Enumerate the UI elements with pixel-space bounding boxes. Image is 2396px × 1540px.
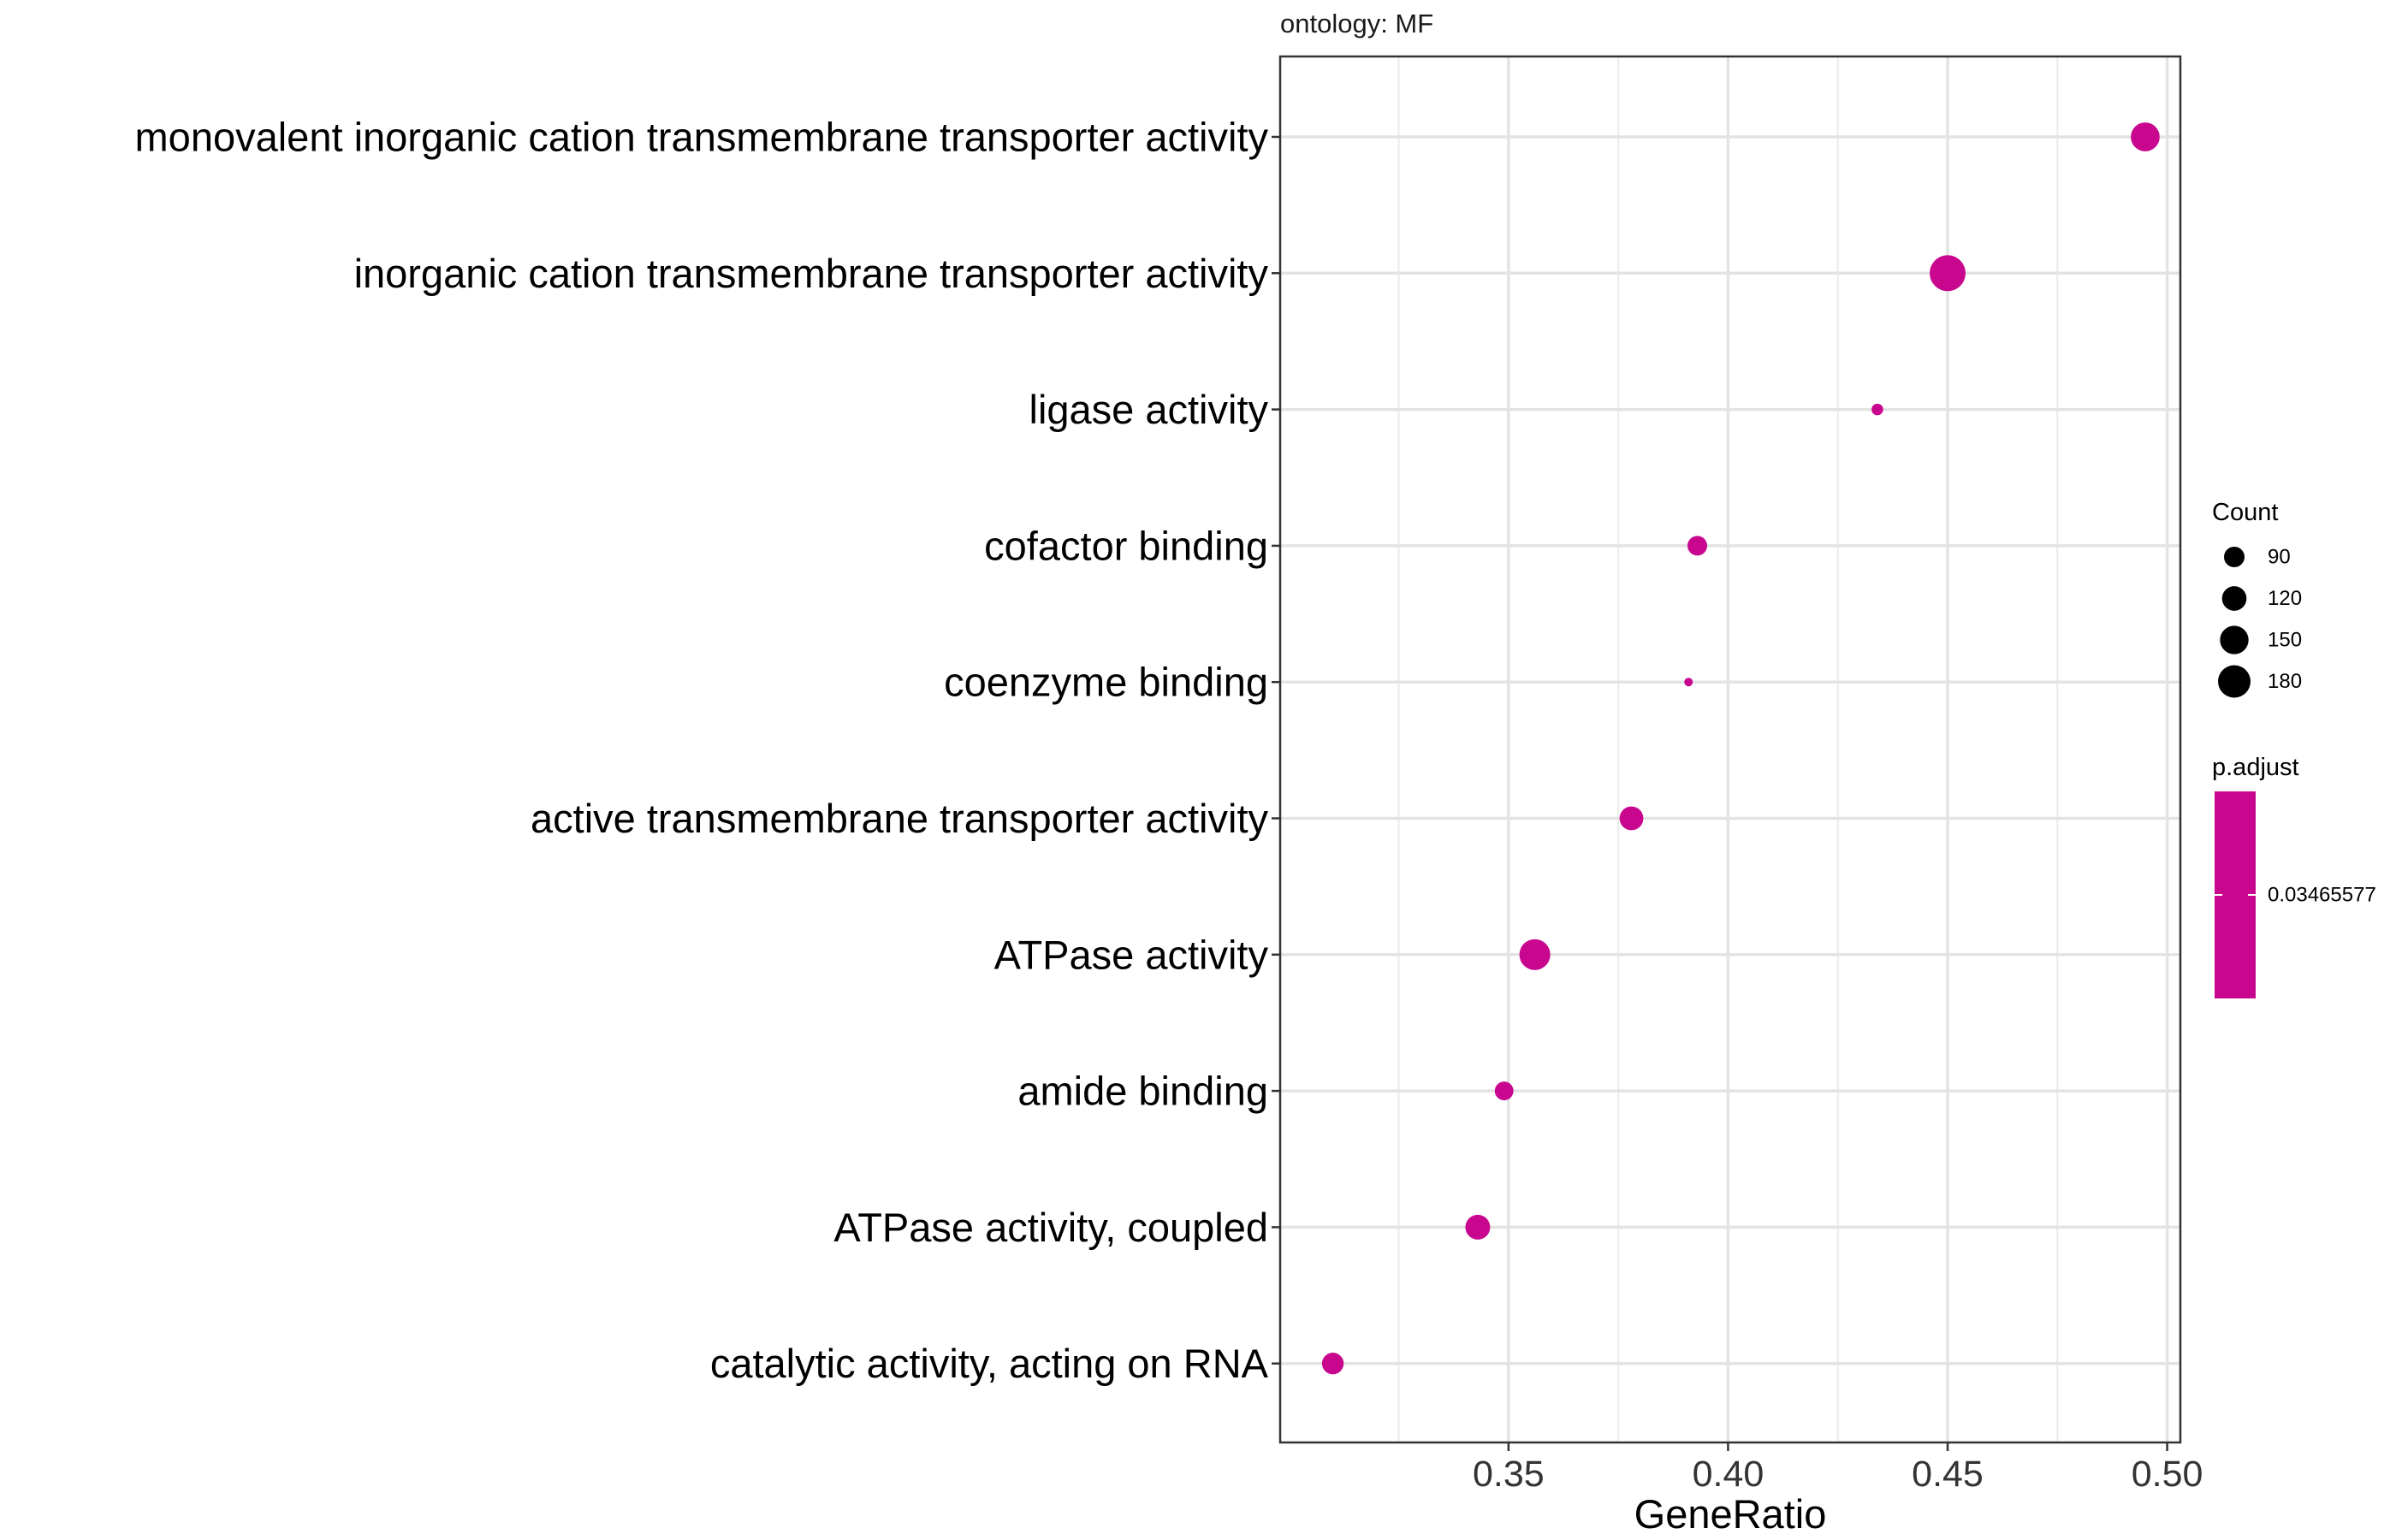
- count-legend-key: [2221, 586, 2247, 611]
- count-legend-key: [2220, 625, 2249, 654]
- data-point: [1684, 678, 1693, 687]
- minor-gridlines: [1397, 56, 2059, 1442]
- panel-border: [1278, 55, 2182, 1444]
- y-tick-label: active transmembrane transporter activit…: [531, 796, 1268, 841]
- data-point: [2131, 122, 2160, 151]
- count-legend-label: 150: [2268, 629, 2302, 652]
- major-gridlines: [1280, 56, 2180, 1442]
- y-tick-label: catalytic activity, acting on RNA: [710, 1341, 1269, 1386]
- y-tick-label: inorganic cation transmembrane transport…: [354, 251, 1269, 296]
- y-tick-label: ATPase activity: [994, 932, 1269, 977]
- data-point: [1687, 536, 1708, 556]
- data-point: [1930, 255, 1966, 292]
- data-point: [1519, 939, 1551, 970]
- y-tick-label: amide binding: [1017, 1069, 1268, 1114]
- data-point: [1321, 1352, 1344, 1375]
- count-legend-label: 180: [2268, 670, 2302, 693]
- data-points: [1321, 122, 2160, 1375]
- x-tick-label: 0.45: [1912, 1454, 1984, 1495]
- count-legend: Count 90 120 150 180: [2212, 499, 2302, 698]
- count-legend-label: 120: [2268, 587, 2302, 610]
- y-tick-label: monovalent inorganic cation transmembran…: [135, 115, 1269, 160]
- y-axis: monovalent inorganic cation transmembran…: [135, 115, 1280, 1386]
- facet-title: ontology: MF: [1280, 9, 1433, 38]
- y-tick-label: ATPase activity, coupled: [833, 1205, 1268, 1250]
- x-tick-label: 0.50: [2132, 1454, 2203, 1495]
- count-legend-key: [2224, 547, 2245, 567]
- count-legend-key: [2218, 665, 2251, 698]
- data-point: [1871, 403, 1883, 416]
- padjust-legend-value: 0.03465577: [2268, 884, 2376, 907]
- padjust-legend-title: p.adjust: [2212, 754, 2299, 781]
- count-legend-title: Count: [2212, 499, 2278, 526]
- x-axis: 0.35 0.40 0.45 0.50: [1473, 1442, 2203, 1495]
- y-tick-label: coenzyme binding: [944, 660, 1268, 705]
- x-axis-title: GeneRatio: [1634, 1491, 1827, 1537]
- data-point: [1619, 806, 1644, 831]
- count-legend-label: 90: [2268, 546, 2291, 569]
- x-tick-label: 0.40: [1693, 1454, 1764, 1495]
- y-tick-label: cofactor binding: [984, 523, 1268, 568]
- data-point: [1465, 1214, 1491, 1240]
- padjust-legend: p.adjust 0.03465577: [2212, 754, 2376, 998]
- y-tick-label: ligase activity: [1029, 387, 1269, 432]
- x-tick-label: 0.35: [1473, 1454, 1545, 1495]
- data-point: [1494, 1081, 1514, 1101]
